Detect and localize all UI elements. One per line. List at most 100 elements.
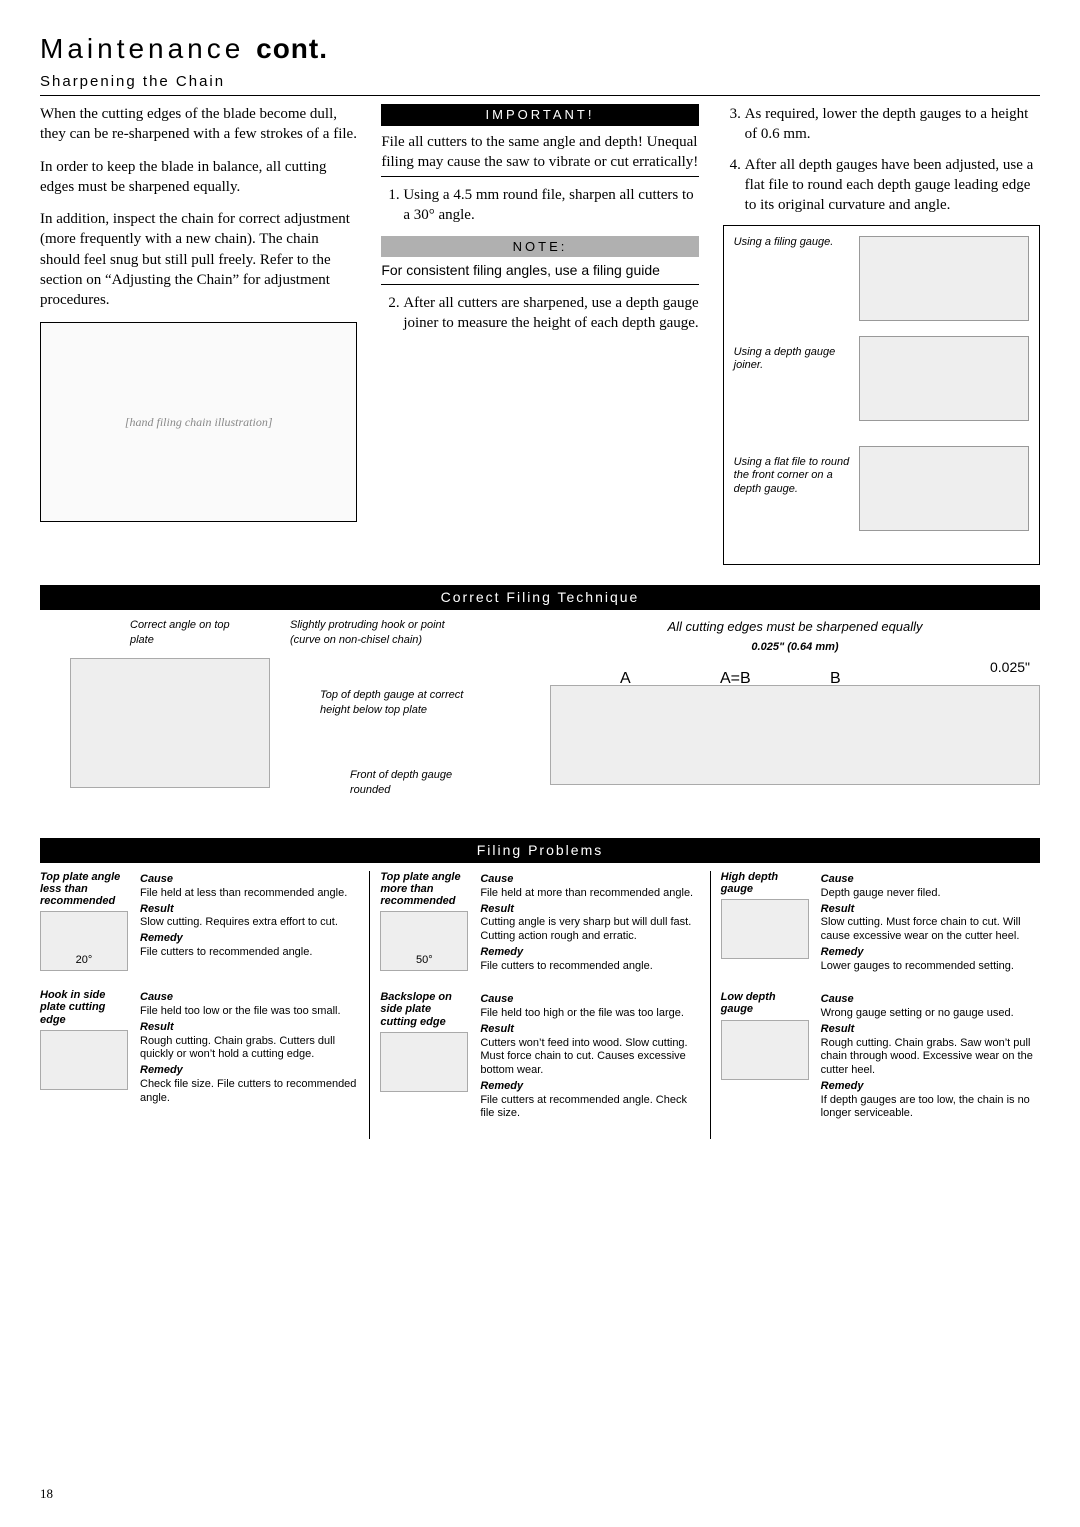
- problem-item: Top plate angle less than recommended 20°…: [40, 871, 359, 971]
- problem-text: CauseFile held at more than recommended …: [480, 871, 699, 973]
- cause-label: Cause: [480, 993, 699, 1007]
- problems-col-1: Top plate angle less than recommended 20°…: [40, 871, 359, 1139]
- problem-title: High depth gauge: [721, 871, 811, 895]
- problem-text: CauseFile held at less than recommended …: [140, 871, 359, 971]
- problems-col-3: High depth gaugeCauseDepth gauge never f…: [721, 871, 1040, 1139]
- cft-a1: Correct angle on top plate: [130, 618, 250, 648]
- problem-icon-area: Top plate angle less than recommended 20°: [40, 871, 130, 971]
- remedy-label: Remedy: [480, 1080, 699, 1094]
- problem-text: CauseDepth gauge never filed.ResultSlow …: [821, 871, 1040, 973]
- cft-bar: Correct Filing Technique: [40, 585, 1040, 610]
- problem-item: High depth gauge CauseDepth gauge never f…: [721, 871, 1040, 973]
- fig3-label-3: Using a flat file to round the front cor…: [734, 456, 854, 496]
- cft-a4: Front of depth gauge rounded: [350, 768, 470, 798]
- problem-figure: 20°: [40, 911, 128, 971]
- cft-a3: Top of depth gauge at correct height bel…: [320, 688, 480, 718]
- cft-left: Correct angle on top plate Slightly prot…: [40, 618, 530, 818]
- col-right: As required, lower the depth gauges to a…: [723, 104, 1040, 565]
- note-bar: NOTE:: [381, 236, 698, 258]
- problem-icon-area: Top plate angle more than recommended 50°: [380, 871, 470, 973]
- problem-text: CauseFile held too low or the file was t…: [140, 989, 359, 1105]
- figure-three-steps: Using a filing gauge. 30° Using a depth …: [723, 225, 1040, 565]
- problem-title: Low depth gauge: [721, 991, 811, 1015]
- cft-AB: A=B: [720, 668, 751, 690]
- intro-p1: When the cutting edges of the blade beco…: [40, 104, 357, 145]
- cft-B: B: [830, 668, 841, 690]
- problem-text: CauseFile held too high or the file was …: [480, 991, 699, 1121]
- figure-hand-filing: [hand filing chain illustration]: [40, 322, 357, 522]
- result-text: Rough cutting. Chain grabs. Saw won’t pu…: [821, 1037, 1040, 1078]
- problem-icon-area: Backslope on side plate cutting edge: [380, 991, 470, 1121]
- problem-title: Top plate angle more than recommended: [380, 871, 470, 907]
- problem-item: Backslope on side plate cutting edge Caus…: [380, 991, 699, 1121]
- fig3-label-1: Using a filing gauge.: [734, 236, 834, 249]
- problem-icon-area: High depth gauge: [721, 871, 811, 973]
- cause-label: Cause: [140, 873, 359, 887]
- col-left: When the cutting edges of the blade beco…: [40, 104, 357, 565]
- fig3-label-2: Using a depth gauge joiner.: [734, 346, 854, 372]
- remedy-label: Remedy: [480, 946, 699, 960]
- problem-title: Top plate angle less than recommended: [40, 871, 130, 907]
- important-bar: IMPORTANT!: [381, 104, 698, 126]
- result-label: Result: [821, 1023, 1040, 1037]
- result-label: Result: [140, 1021, 359, 1035]
- cft-caption: All cutting edges must be sharpened equa…: [550, 618, 1040, 636]
- title-main: Maintenance: [40, 33, 244, 64]
- cause-label: Cause: [821, 993, 1040, 1007]
- separator-2: [710, 871, 711, 1139]
- result-text: Rough cutting. Chain grabs. Cutters dull…: [140, 1035, 359, 1063]
- cause-label: Cause: [480, 873, 699, 887]
- intro-p3: In addition, inspect the chain for corre…: [40, 209, 357, 310]
- cft-right: All cutting edges must be sharpened equa…: [550, 618, 1040, 818]
- cft-sub: 0.025" (0.64 mm): [550, 640, 1040, 655]
- problem-text: CauseWrong gauge setting or no gauge use…: [821, 991, 1040, 1121]
- page-number: 18: [40, 1485, 53, 1503]
- cause-text: Depth gauge never filed.: [821, 887, 1040, 901]
- problem-icon-area: Low depth gauge: [721, 991, 811, 1121]
- result-text: Cutting angle is very sharp but will dul…: [480, 916, 699, 944]
- title-bold: cont.: [256, 33, 328, 64]
- problem-figure: [721, 1020, 809, 1080]
- problems-col-2: Top plate angle more than recommended 50°…: [380, 871, 699, 1139]
- subtitle: Sharpening the Chain: [40, 72, 1040, 96]
- remedy-text: Check file size. File cutters to recomme…: [140, 1078, 359, 1106]
- problem-item: Hook in side plate cutting edge CauseFile…: [40, 989, 359, 1105]
- cause-label: Cause: [821, 873, 1040, 887]
- cft-row: Correct angle on top plate Slightly prot…: [40, 618, 1040, 818]
- page-title: Maintenance cont.: [40, 30, 1040, 68]
- remedy-label: Remedy: [140, 1064, 359, 1078]
- cause-text: File held too low or the file was too sm…: [140, 1005, 359, 1019]
- problem-icon-area: Hook in side plate cutting edge: [40, 989, 130, 1105]
- problem-item: Low depth gauge CauseWrong gauge setting …: [721, 991, 1040, 1121]
- problem-figure: [721, 899, 809, 959]
- problem-title: Hook in side plate cutting edge: [40, 989, 130, 1025]
- cause-text: File held at less than recommended angle…: [140, 887, 359, 901]
- intro-p2: In order to keep the blade in balance, a…: [40, 157, 357, 198]
- cause-text: File held at more than recommended angle…: [480, 887, 699, 901]
- cft-dim: 0.025": [990, 658, 1030, 677]
- remedy-label: Remedy: [140, 932, 359, 946]
- upper-columns: When the cutting edges of the blade beco…: [40, 104, 1040, 565]
- step-1: Using a 4.5 mm round file, sharpen all c…: [403, 185, 698, 226]
- remedy-text: File cutters at recommended angle. Check…: [480, 1094, 699, 1122]
- remedy-text: File cutters to recommended angle.: [140, 946, 359, 960]
- problem-figure: [380, 1032, 468, 1092]
- problems-grid: Top plate angle less than recommended 20°…: [40, 871, 1040, 1139]
- important-text: File all cutters to the same angle and d…: [381, 132, 698, 178]
- note-text: For consistent filing angles, use a fili…: [381, 261, 698, 285]
- step-3: As required, lower the depth gauges to a…: [745, 104, 1040, 145]
- separator-1: [369, 871, 370, 1139]
- col-mid: IMPORTANT! File all cutters to the same …: [381, 104, 698, 565]
- problem-figure: 50°: [380, 911, 468, 971]
- remedy-text: Lower gauges to recommended setting.: [821, 960, 1040, 974]
- problem-title: Backslope on side plate cutting edge: [380, 991, 470, 1027]
- problem-item: Top plate angle more than recommended 50°…: [380, 871, 699, 973]
- step-2: After all cutters are sharpened, use a d…: [403, 293, 698, 334]
- result-text: Slow cutting. Requires extra effort to c…: [140, 916, 359, 930]
- step-4: After all depth gauges have been adjuste…: [745, 155, 1040, 216]
- remedy-label: Remedy: [821, 946, 1040, 960]
- result-text: Slow cutting. Must force chain to cut. W…: [821, 916, 1040, 944]
- result-label: Result: [480, 903, 699, 917]
- cause-label: Cause: [140, 991, 359, 1005]
- filing-problems-bar: Filing Problems: [40, 838, 1040, 863]
